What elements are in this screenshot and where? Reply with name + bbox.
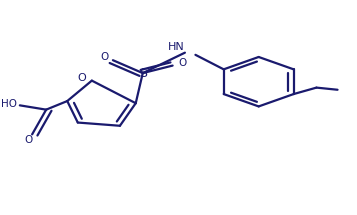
Text: HO: HO bbox=[1, 99, 16, 109]
Text: HN: HN bbox=[168, 42, 185, 52]
Text: O: O bbox=[100, 52, 108, 62]
Text: S: S bbox=[140, 67, 147, 80]
Text: O: O bbox=[25, 135, 33, 145]
Text: O: O bbox=[178, 58, 187, 68]
Text: O: O bbox=[77, 74, 86, 83]
